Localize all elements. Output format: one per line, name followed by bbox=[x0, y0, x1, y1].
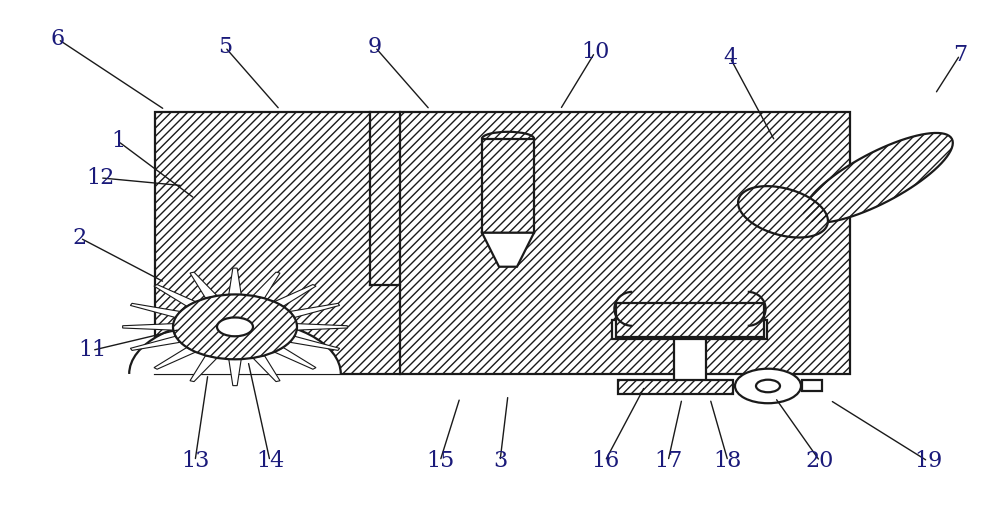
Text: 7: 7 bbox=[953, 44, 967, 66]
Polygon shape bbox=[803, 133, 953, 223]
Bar bbox=[155, 112, 850, 374]
Polygon shape bbox=[482, 233, 534, 267]
Bar bbox=[674, 339, 706, 388]
Bar bbox=[482, 139, 534, 233]
Text: 13: 13 bbox=[181, 450, 209, 472]
Text: 3: 3 bbox=[493, 450, 507, 472]
Text: 20: 20 bbox=[806, 450, 834, 472]
Wedge shape bbox=[129, 319, 341, 374]
Text: 17: 17 bbox=[654, 450, 682, 472]
Bar bbox=[482, 139, 534, 233]
Bar bbox=[612, 320, 767, 339]
Text: 11: 11 bbox=[78, 339, 106, 361]
Bar bbox=[616, 303, 764, 337]
Circle shape bbox=[217, 317, 253, 336]
Polygon shape bbox=[290, 303, 340, 317]
Text: 16: 16 bbox=[591, 450, 619, 472]
Polygon shape bbox=[297, 324, 347, 330]
Polygon shape bbox=[130, 336, 180, 350]
Bar bbox=[618, 381, 733, 394]
Bar bbox=[618, 381, 733, 394]
Polygon shape bbox=[154, 347, 196, 369]
Polygon shape bbox=[738, 186, 828, 237]
Bar bbox=[155, 112, 850, 374]
Text: 14: 14 bbox=[256, 450, 284, 472]
Bar bbox=[802, 380, 822, 391]
Text: 12: 12 bbox=[86, 167, 114, 189]
Text: 2: 2 bbox=[73, 227, 87, 249]
Polygon shape bbox=[190, 356, 217, 382]
Text: 6: 6 bbox=[51, 28, 65, 50]
Polygon shape bbox=[274, 347, 316, 369]
Text: 1: 1 bbox=[111, 130, 125, 152]
Circle shape bbox=[735, 369, 801, 403]
Polygon shape bbox=[253, 272, 280, 298]
Polygon shape bbox=[253, 356, 280, 382]
Polygon shape bbox=[123, 324, 173, 330]
Polygon shape bbox=[229, 359, 241, 385]
Circle shape bbox=[173, 294, 297, 359]
Polygon shape bbox=[130, 303, 180, 317]
Polygon shape bbox=[229, 268, 241, 294]
Polygon shape bbox=[274, 285, 316, 306]
Text: 18: 18 bbox=[714, 450, 742, 472]
Text: 19: 19 bbox=[914, 450, 942, 472]
Text: 5: 5 bbox=[218, 36, 232, 58]
Text: 15: 15 bbox=[426, 450, 454, 472]
Text: 9: 9 bbox=[368, 36, 382, 58]
Polygon shape bbox=[290, 336, 340, 350]
Text: 10: 10 bbox=[581, 41, 609, 63]
Polygon shape bbox=[190, 272, 217, 298]
Text: 4: 4 bbox=[723, 47, 737, 69]
Circle shape bbox=[756, 380, 780, 392]
Polygon shape bbox=[154, 285, 196, 306]
Bar bbox=[616, 303, 764, 337]
